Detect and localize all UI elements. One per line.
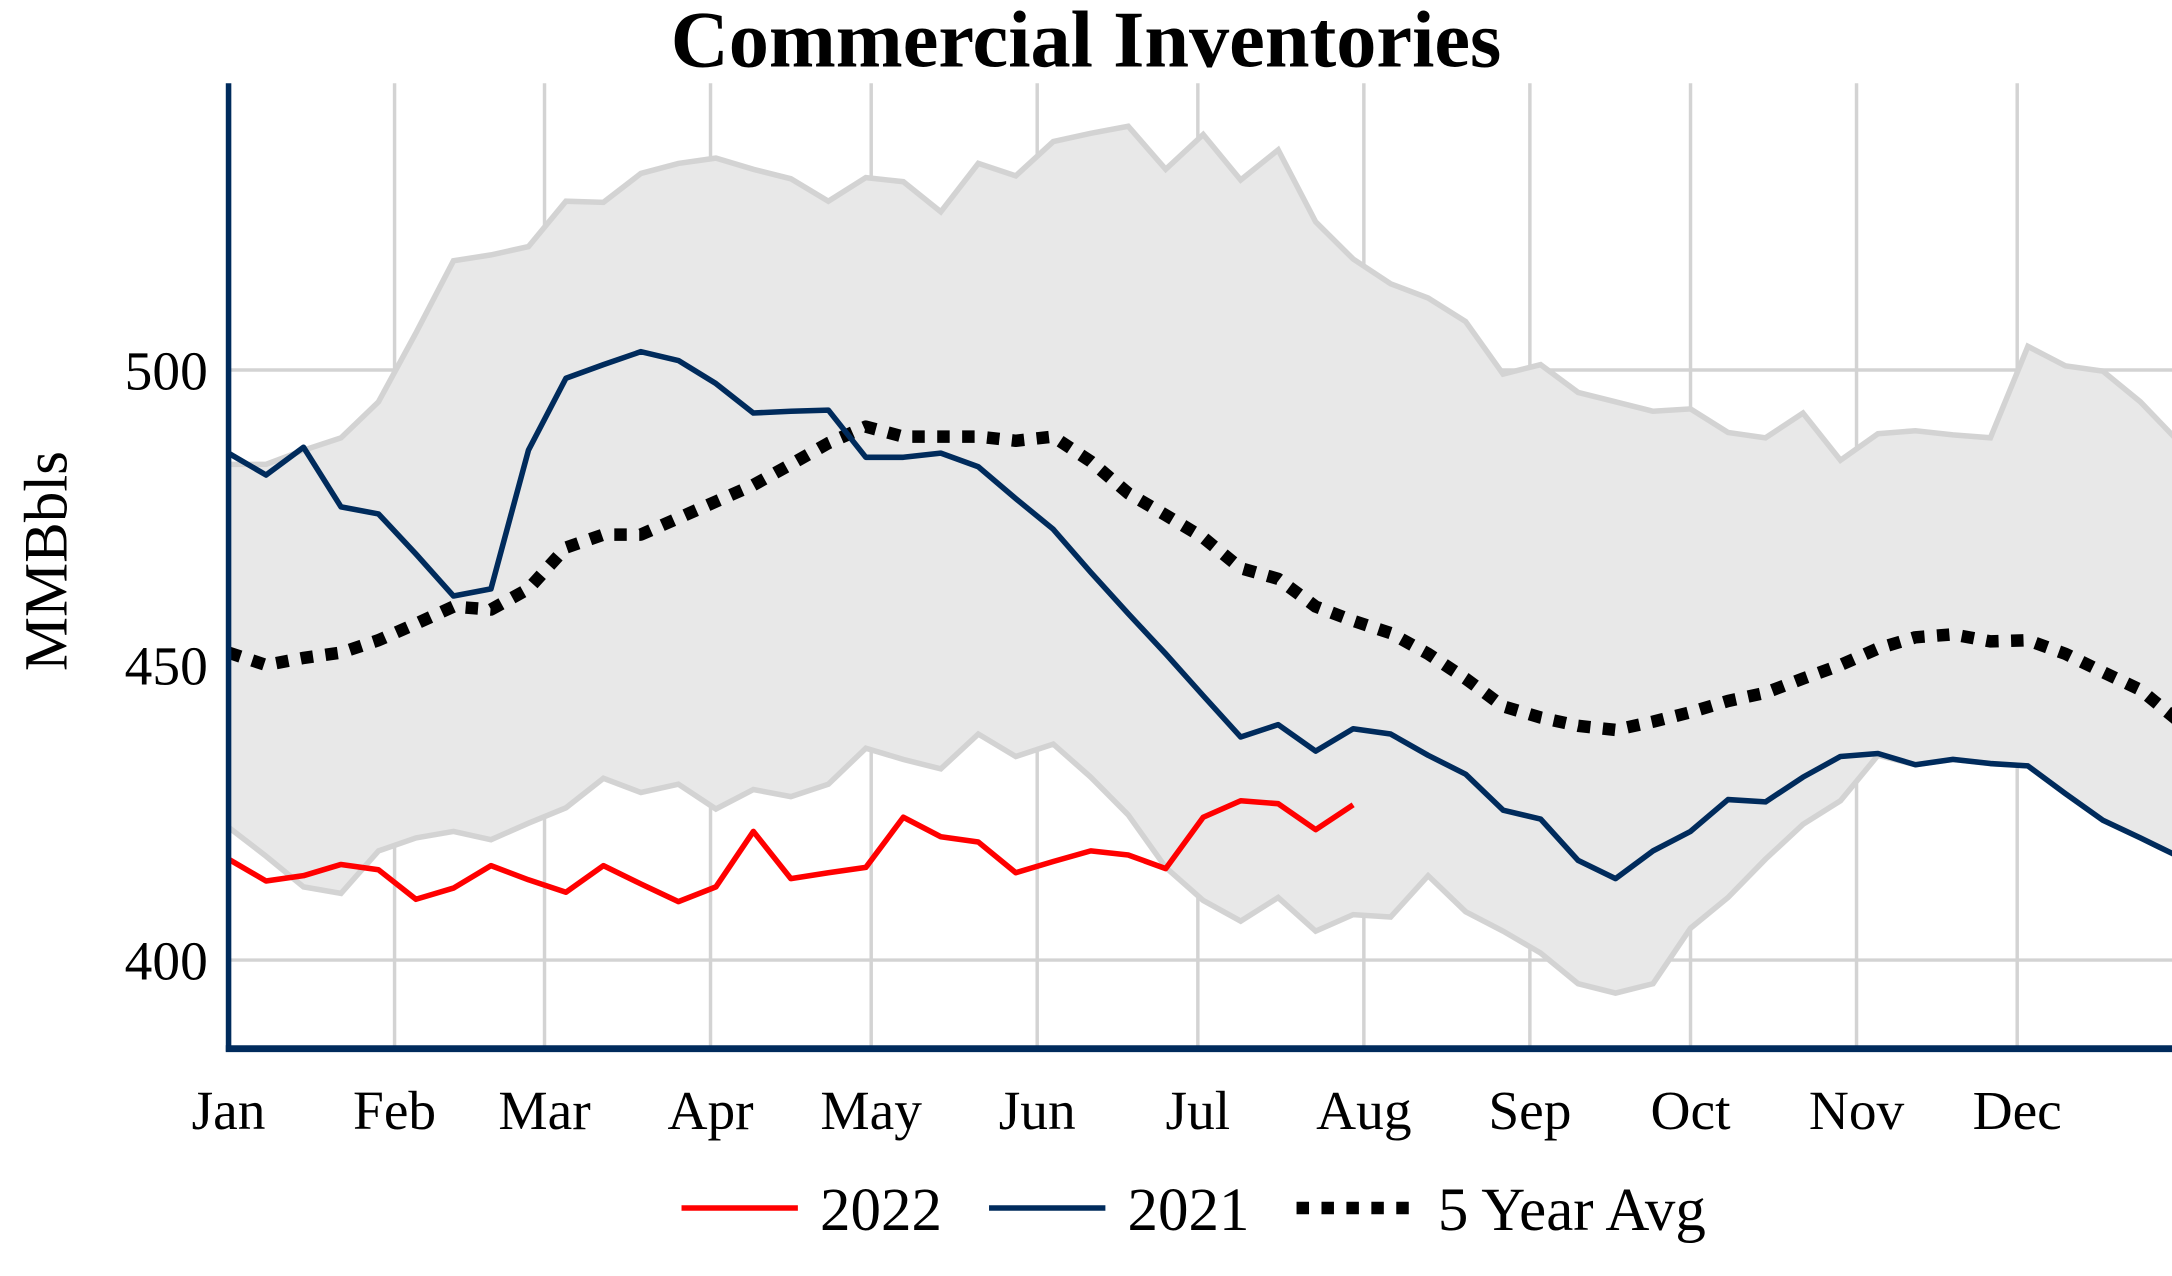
legend: 2022 2021 5 Year Avg	[681, 1177, 1706, 1244]
legend-label: 5 Year Avg	[1438, 1177, 1706, 1244]
x-tick-label: Feb	[353, 1080, 436, 1141]
range-band-lower	[228, 730, 2172, 996]
x-tick-label: May	[820, 1080, 922, 1141]
chart-title: Commercial Inventories	[671, 0, 1502, 85]
y-tick-label: 450	[125, 635, 208, 696]
x-tick-label: Sep	[1488, 1080, 1571, 1141]
legend-label: 2022	[820, 1177, 942, 1244]
series-line-2021	[228, 348, 2172, 882]
series-line-5-year-avg	[228, 420, 2172, 737]
range-band	[228, 123, 2172, 996]
x-tick-label: Apr	[667, 1080, 753, 1141]
legend-label: 2021	[1128, 1177, 1250, 1244]
y-tick-label: 500	[125, 340, 208, 401]
x-tick-label: Aug	[1316, 1080, 1411, 1141]
x-tick-label: Mar	[498, 1080, 590, 1141]
x-tick-label: Oct	[1651, 1080, 1732, 1141]
axes	[225, 83, 2172, 1053]
range-band-upper	[228, 123, 2172, 468]
range-band-fill	[228, 126, 2172, 994]
x-tick-label: Jan	[192, 1080, 266, 1141]
y-axis-label: MMBbls	[13, 451, 80, 671]
tick-labels: Jan Feb Mar Apr May Jun Jul Aug Sep Oct Nov Dec 400 4…	[125, 340, 2062, 1141]
x-tick-label: Jun	[999, 1080, 1076, 1141]
series-line-2022	[228, 797, 1355, 905]
x-tick-label: Dec	[1973, 1080, 2062, 1141]
x-tick-label: Nov	[1809, 1080, 1905, 1141]
series-lines	[228, 348, 2172, 905]
y-tick-label: 400	[125, 930, 208, 991]
x-tick-label: Jul	[1166, 1080, 1231, 1141]
